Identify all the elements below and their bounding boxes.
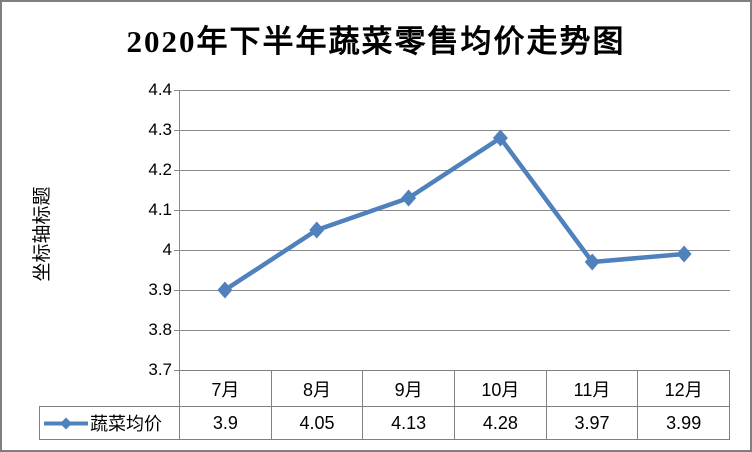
series-value-cell: 4.05 (272, 407, 364, 439)
series-value-cell: 4.13 (363, 407, 456, 439)
month-header-cell: 11月 (547, 371, 639, 406)
data-table-series-row: 蔬菜均价 3.9 4.05 4.13 4.28 3.97 3.99 (39, 406, 731, 440)
series-value-cell: 3.9 (180, 407, 272, 439)
y-axis-title: 坐标轴标题 (32, 186, 53, 282)
y-tick-label: 4 (162, 240, 172, 259)
series-value-cell: 3.97 (547, 407, 639, 439)
plot-area (174, 90, 730, 371)
series-value-cell: 4.28 (455, 407, 547, 439)
y-tick-label: 3.7 (148, 360, 172, 379)
data-point-marker (217, 281, 233, 299)
month-header-cell: 12月 (638, 371, 731, 406)
series-value-cell: 3.99 (638, 407, 731, 439)
series-line (222, 135, 687, 293)
line-chart-canvas (174, 90, 730, 371)
data-point-marker (309, 221, 325, 239)
y-tick-label: 3.9 (148, 280, 172, 299)
data-point-marker (492, 129, 508, 147)
data-point-marker (584, 253, 600, 271)
y-tick-label: 4.1 (148, 200, 172, 219)
y-tick-label: 3.8 (148, 320, 172, 339)
data-table-header-row: 7月 8月 9月 10月 11月 12月 (179, 370, 731, 406)
month-header-cell: 9月 (363, 371, 456, 406)
legend-cell: 蔬菜均价 (40, 407, 180, 439)
month-header-cell: 7月 (180, 371, 272, 406)
month-header-cell: 10月 (455, 371, 547, 406)
data-point-marker (401, 189, 417, 207)
series-name-label: 蔬菜均价 (90, 414, 162, 434)
legend-diamond (60, 417, 72, 429)
chart-title: 2020年下半年蔬菜零售均价走势图 (126, 24, 626, 59)
month-header-cell: 8月 (272, 371, 364, 406)
y-tick-label: 4.2 (148, 160, 172, 179)
y-tick-label: 4.4 (148, 80, 172, 99)
series-line-marker-icon (44, 417, 88, 429)
y-tick-label: 4.3 (148, 120, 172, 139)
data-point-marker (676, 245, 692, 263)
